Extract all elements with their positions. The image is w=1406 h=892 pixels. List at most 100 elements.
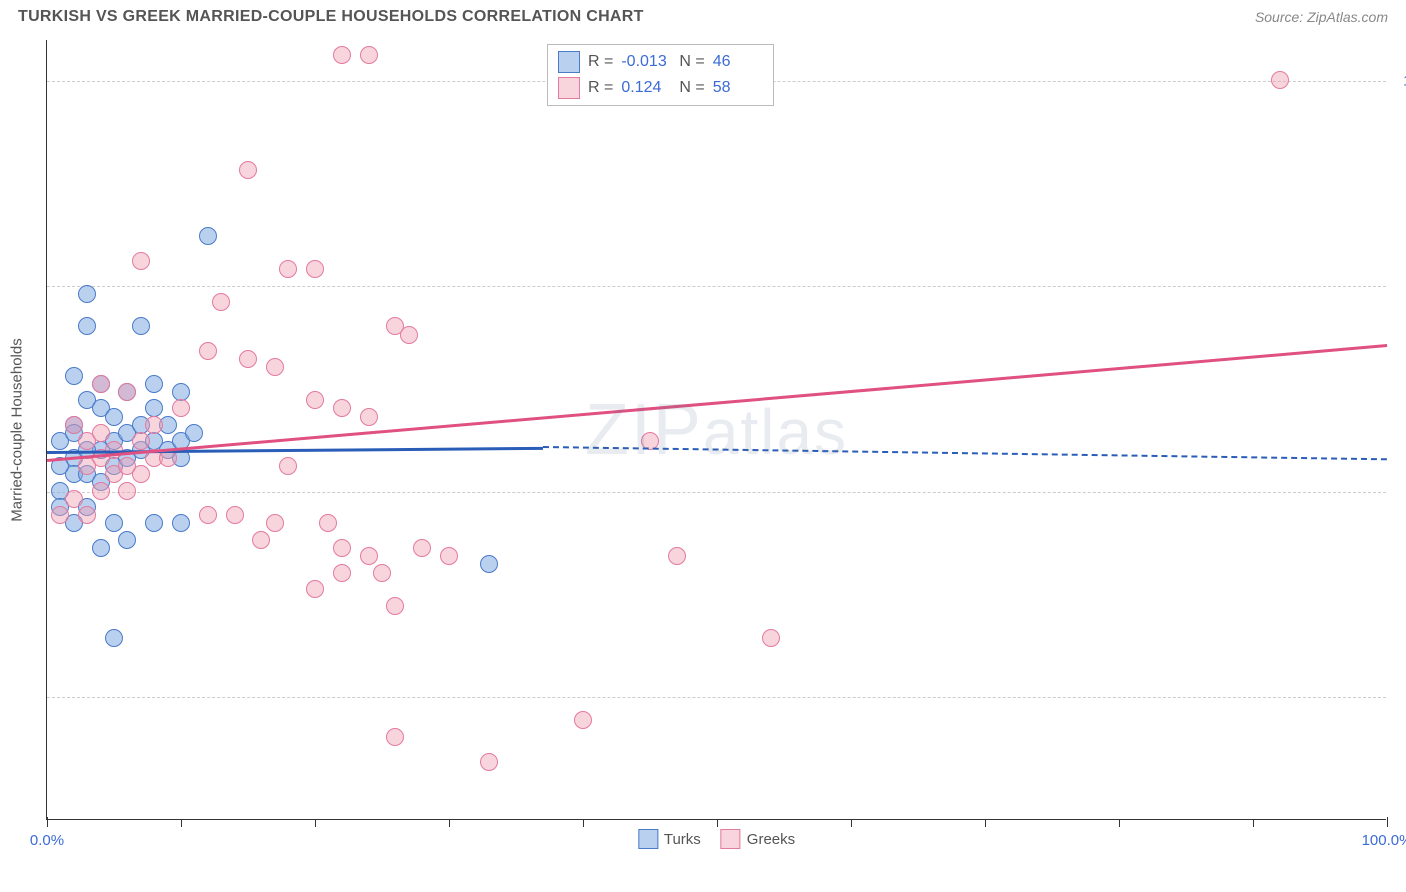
data-point	[185, 424, 203, 442]
data-point	[360, 408, 378, 426]
r-label: R =	[588, 79, 613, 97]
n-value: 58	[713, 79, 763, 97]
data-point	[239, 161, 257, 179]
data-point	[333, 399, 351, 417]
data-point	[132, 317, 150, 335]
data-point	[78, 285, 96, 303]
data-point	[386, 728, 404, 746]
data-point	[279, 260, 297, 278]
x-tick	[181, 819, 182, 827]
data-point	[132, 432, 150, 450]
x-tick	[583, 819, 584, 827]
data-point	[65, 367, 83, 385]
x-tick-label: 100.0%	[1362, 832, 1406, 849]
y-tick-label: 25.0%	[1394, 688, 1406, 705]
y-axis-label: Married-couple Households	[9, 338, 26, 521]
data-point	[105, 629, 123, 647]
legend-item: Turks	[638, 829, 701, 849]
gridline	[47, 492, 1386, 493]
series-legend: Turks Greeks	[638, 829, 795, 849]
legend-swatch	[558, 77, 580, 99]
data-point	[360, 547, 378, 565]
chart-source: Source: ZipAtlas.com	[1255, 9, 1388, 25]
legend-swatch	[638, 829, 658, 849]
data-point	[480, 753, 498, 771]
data-point	[252, 531, 270, 549]
data-point	[319, 514, 337, 532]
data-point	[78, 317, 96, 335]
data-point	[239, 350, 257, 368]
data-point	[480, 555, 498, 573]
x-tick	[315, 819, 316, 827]
data-point	[574, 711, 592, 729]
r-value: -0.013	[621, 53, 671, 71]
data-point	[92, 539, 110, 557]
data-point	[145, 514, 163, 532]
r-value: 0.124	[621, 79, 671, 97]
gridline	[47, 286, 1386, 287]
data-point	[92, 482, 110, 500]
data-point	[333, 539, 351, 557]
correlation-legend: R = -0.013 N = 46 R = 0.124 N = 58	[547, 44, 774, 106]
data-point	[118, 457, 136, 475]
x-tick-label: 0.0%	[30, 832, 64, 849]
data-point	[762, 629, 780, 647]
data-point	[118, 482, 136, 500]
gridline	[47, 697, 1386, 698]
n-label: N =	[679, 79, 704, 97]
x-tick	[1387, 817, 1388, 827]
data-point	[266, 358, 284, 376]
y-tick-label: 50.0%	[1394, 483, 1406, 500]
x-tick	[1253, 819, 1254, 827]
data-point	[413, 539, 431, 557]
data-point	[105, 514, 123, 532]
data-point	[65, 490, 83, 508]
data-point	[105, 408, 123, 426]
data-point	[199, 342, 217, 360]
data-point	[279, 457, 297, 475]
legend-label: Turks	[664, 831, 701, 848]
data-point	[333, 564, 351, 582]
legend-row: R = 0.124 N = 58	[558, 75, 763, 101]
x-tick	[985, 819, 986, 827]
chart-title: TURKISH VS GREEK MARRIED-COUPLE HOUSEHOL…	[18, 8, 644, 26]
y-tick-label: 75.0%	[1394, 278, 1406, 295]
n-label: N =	[679, 53, 704, 71]
data-point	[373, 564, 391, 582]
data-point	[172, 383, 190, 401]
r-label: R =	[588, 53, 613, 71]
data-point	[306, 391, 324, 409]
data-point	[440, 547, 458, 565]
data-point	[92, 375, 110, 393]
data-point	[145, 375, 163, 393]
legend-item: Greeks	[721, 829, 795, 849]
data-point	[199, 506, 217, 524]
data-point	[199, 227, 217, 245]
data-point	[306, 260, 324, 278]
legend-swatch	[721, 829, 741, 849]
x-tick	[47, 817, 48, 827]
data-point	[333, 46, 351, 64]
trend-line	[543, 446, 1387, 460]
data-point	[226, 506, 244, 524]
data-point	[172, 399, 190, 417]
data-point	[400, 326, 418, 344]
x-tick	[717, 819, 718, 827]
legend-label: Greeks	[747, 831, 795, 848]
data-point	[145, 399, 163, 417]
data-point	[360, 46, 378, 64]
data-point	[266, 514, 284, 532]
data-point	[386, 597, 404, 615]
x-tick	[449, 819, 450, 827]
data-point	[145, 416, 163, 434]
data-point	[306, 580, 324, 598]
data-point	[78, 506, 96, 524]
data-point	[118, 531, 136, 549]
data-point	[172, 514, 190, 532]
n-value: 46	[713, 53, 763, 71]
x-tick	[1119, 819, 1120, 827]
data-point	[668, 547, 686, 565]
scatter-chart: Married-couple Households ZIPatlas R =-0…	[46, 40, 1386, 820]
data-point	[212, 293, 230, 311]
x-tick	[851, 819, 852, 827]
